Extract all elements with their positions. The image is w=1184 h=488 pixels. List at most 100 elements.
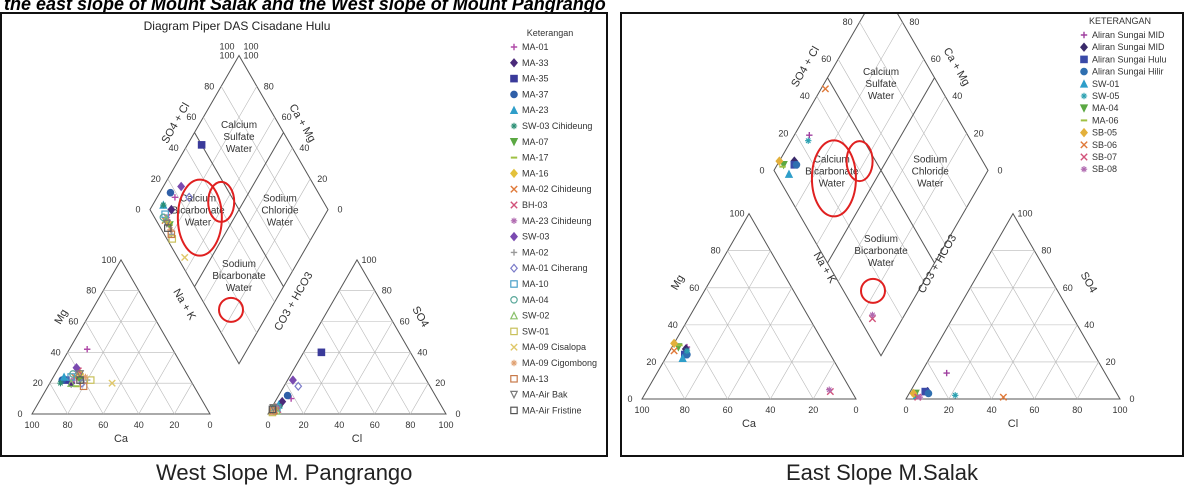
- legend-label: MA-04: [1092, 103, 1119, 113]
- anion-gridline: [338, 321, 393, 415]
- tick-label: 80: [63, 420, 73, 430]
- legend-marker: [1079, 104, 1089, 113]
- tick-label: 60: [821, 54, 831, 64]
- legend-label: MA-04: [522, 295, 549, 305]
- tick-label: 40: [299, 143, 309, 153]
- axis-label-so4: SO4: [1078, 270, 1099, 295]
- data-point-diamond: [168, 231, 175, 238]
- legend-marker: [510, 406, 518, 415]
- legend-marker: [510, 168, 518, 179]
- legend-marker: [1080, 31, 1088, 39]
- legend-label: MA-01: [522, 42, 549, 52]
- data-point-diamond: [171, 194, 179, 201]
- legend-marker: [510, 343, 518, 351]
- data-point-diamond: [805, 137, 812, 144]
- anion-gridline: [991, 250, 1078, 400]
- tick-label: 80: [405, 420, 415, 430]
- tick-label: 80: [382, 286, 392, 296]
- legend-marker: [1080, 166, 1088, 173]
- legend-marker: [510, 90, 518, 99]
- axis-label-ca: Ca: [114, 433, 129, 445]
- legend-label: Aliran Sungai MID: [1092, 30, 1165, 40]
- piper-panel-west-pangrango: 100 0 0 0 0 0 80 20 20 20 20 20 60 40 40 40 40 40 40 60 60 60…: [0, 12, 608, 457]
- legend-label: MA-07: [522, 137, 549, 147]
- tick-label: 20: [169, 420, 179, 430]
- legend-marker: [509, 137, 519, 147]
- legend: KETERANGAN Aliran Sungai MID Aliran Sungai…: [1079, 16, 1167, 174]
- data-point-cation: [77, 378, 86, 388]
- cation-gridline: [174, 383, 193, 415]
- anion-gridline: [410, 383, 429, 415]
- zone-label: Water: [267, 218, 294, 229]
- legend-label: MA-37: [522, 89, 549, 99]
- tick-label: 40: [417, 347, 427, 357]
- highlight-circle: [845, 140, 874, 183]
- data-point-cation: [678, 353, 687, 363]
- zone-label: Water: [819, 178, 846, 189]
- data-point-cation: [59, 372, 69, 381]
- tick-label: 100: [101, 255, 116, 265]
- anion-gridline: [285, 383, 304, 415]
- tick-label: 0: [207, 420, 212, 430]
- data-point-diamond: [792, 161, 801, 169]
- legend-label: Aliran Sungai Hulu: [1092, 54, 1167, 64]
- highlight-circle: [860, 277, 886, 304]
- tick-label: 40: [1084, 320, 1094, 330]
- data-point-cation: [826, 386, 833, 393]
- legend-label: SB-05: [1092, 128, 1117, 138]
- legend-marker: [510, 43, 518, 51]
- tick-label: 40: [952, 91, 962, 101]
- data-point-diamond: [784, 169, 794, 178]
- zone-label: Sodium: [864, 234, 898, 245]
- data-point-anion: [943, 369, 950, 377]
- zone-label: Sodium: [222, 259, 256, 270]
- zone-label: Sulfate: [223, 132, 255, 143]
- legend-marker: [1080, 127, 1088, 138]
- data-point-anion: [278, 396, 287, 407]
- legend-label: MA-06: [1092, 115, 1119, 125]
- legend-label: SW-01: [1092, 79, 1119, 89]
- legend-label: MA-Air Fristine: [522, 405, 582, 415]
- legend-label: MA-01 Ciherang: [522, 263, 588, 273]
- legend-label: SW-01: [522, 326, 549, 336]
- data-point-diamond: [779, 161, 788, 170]
- axis-label-camg: Ca + Mg: [941, 46, 972, 88]
- legend-marker: [510, 231, 518, 242]
- tick-label: 0: [627, 394, 632, 404]
- tick-label: 0: [903, 405, 908, 415]
- data-point-diamond: [160, 201, 167, 209]
- axis-label-nak: Na + K: [811, 250, 839, 286]
- data-point-cation: [670, 347, 678, 355]
- tick-label: 100: [243, 41, 258, 51]
- legend-marker: [1080, 55, 1088, 64]
- data-point-anion: [294, 381, 303, 391]
- anion-gridline: [338, 290, 411, 415]
- data-point-anion: [269, 407, 278, 415]
- legend-marker: [510, 375, 518, 383]
- data-point-diamond: [166, 188, 175, 197]
- tick-label: 60: [282, 112, 292, 122]
- tick-label: 20: [646, 357, 656, 367]
- tick-label: 100: [361, 255, 376, 265]
- tick-label: 20: [299, 420, 309, 430]
- chart-title: Diagram Piper DAS Cisadane Hulu: [144, 19, 331, 33]
- legend-label: MA-09 Cisalopa: [522, 342, 586, 352]
- zone-label: Water: [185, 218, 212, 229]
- cation-gridline: [85, 321, 140, 415]
- data-point-anion: [269, 404, 278, 413]
- cation-gridline: [663, 361, 686, 400]
- legend-marker: [509, 105, 519, 115]
- legend-label: SB-07: [1092, 152, 1117, 162]
- data-point-diamond: [806, 131, 813, 139]
- data-point-diamond: [821, 85, 830, 93]
- zone-label: Bicarbonate: [212, 271, 266, 282]
- legend-marker: [510, 122, 518, 130]
- legend-label: MA-10: [522, 279, 549, 289]
- legend-label: MA-13: [522, 374, 549, 384]
- tick-label: 60: [931, 54, 941, 64]
- data-point-diamond: [168, 235, 177, 243]
- tick-label: 80: [1041, 246, 1051, 256]
